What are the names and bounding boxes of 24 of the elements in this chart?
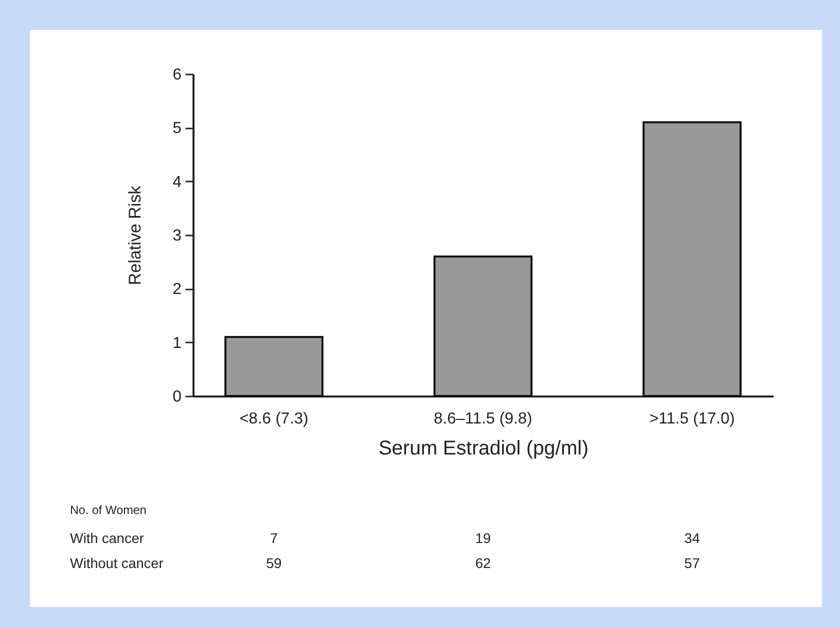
text: With cancer bbox=[70, 530, 144, 546]
y-tick-label: 5 bbox=[172, 120, 182, 138]
x-tick-label: <8.6 (7.3) bbox=[239, 410, 308, 428]
x-tick-label: >11.5 (17.0) bbox=[649, 410, 735, 428]
bar bbox=[433, 255, 533, 397]
y-axis-title: Relative Risk bbox=[126, 185, 145, 286]
y-tick-label: 4 bbox=[172, 174, 182, 191]
text: 59 bbox=[266, 555, 282, 571]
text: 19 bbox=[475, 530, 491, 546]
text: No. of Women bbox=[70, 503, 146, 517]
x-tick-label: 8.6–11.5 (9.8) bbox=[434, 410, 532, 428]
y-tick-label: 1 bbox=[172, 334, 182, 352]
bar bbox=[224, 336, 324, 397]
y-tick-label: 3 bbox=[172, 228, 182, 244]
y-tick-label: 0 bbox=[172, 388, 182, 406]
x-axis-title: Serum Estradiol (pg/ml) bbox=[378, 438, 589, 460]
text: Without cancer bbox=[70, 555, 164, 571]
y-tick-label: 2 bbox=[172, 281, 182, 298]
text: 62 bbox=[475, 555, 491, 571]
bar bbox=[642, 121, 742, 397]
text: 34 bbox=[684, 530, 700, 546]
text: 57 bbox=[684, 555, 700, 571]
text: 7 bbox=[270, 530, 278, 546]
y-tick-label: 6 bbox=[172, 66, 182, 84]
